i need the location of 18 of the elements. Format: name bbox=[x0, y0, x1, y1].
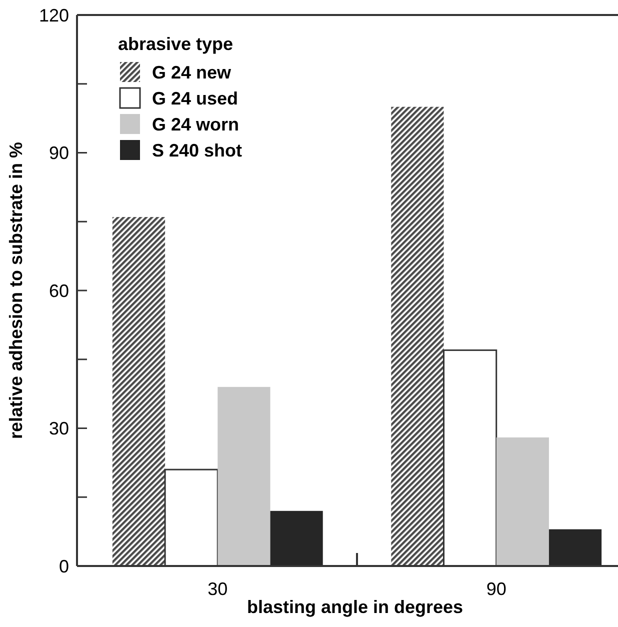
legend-label: S 240 shot bbox=[152, 140, 242, 160]
y-axis-title: relative adhesion to substrate in % bbox=[6, 142, 26, 440]
y-tick-label: 90 bbox=[48, 143, 69, 164]
bar bbox=[270, 510, 323, 566]
bar bbox=[496, 437, 549, 566]
legend-label: G 24 new bbox=[152, 62, 232, 82]
x-axis-title: blasting angle in degrees bbox=[246, 597, 464, 617]
bar bbox=[112, 217, 166, 566]
bar bbox=[548, 529, 602, 566]
y-tick-label: 0 bbox=[58, 556, 69, 576]
y-tick-label: 60 bbox=[48, 280, 69, 301]
y-tick-label: 120 bbox=[38, 5, 69, 26]
y-tick-label: 30 bbox=[48, 418, 69, 439]
legend-label: G 24 worn bbox=[152, 114, 240, 134]
bar bbox=[218, 386, 270, 566]
bar bbox=[391, 106, 444, 566]
legend-title: abrasive type bbox=[118, 34, 234, 54]
legend-label: G 24 used bbox=[152, 88, 238, 108]
